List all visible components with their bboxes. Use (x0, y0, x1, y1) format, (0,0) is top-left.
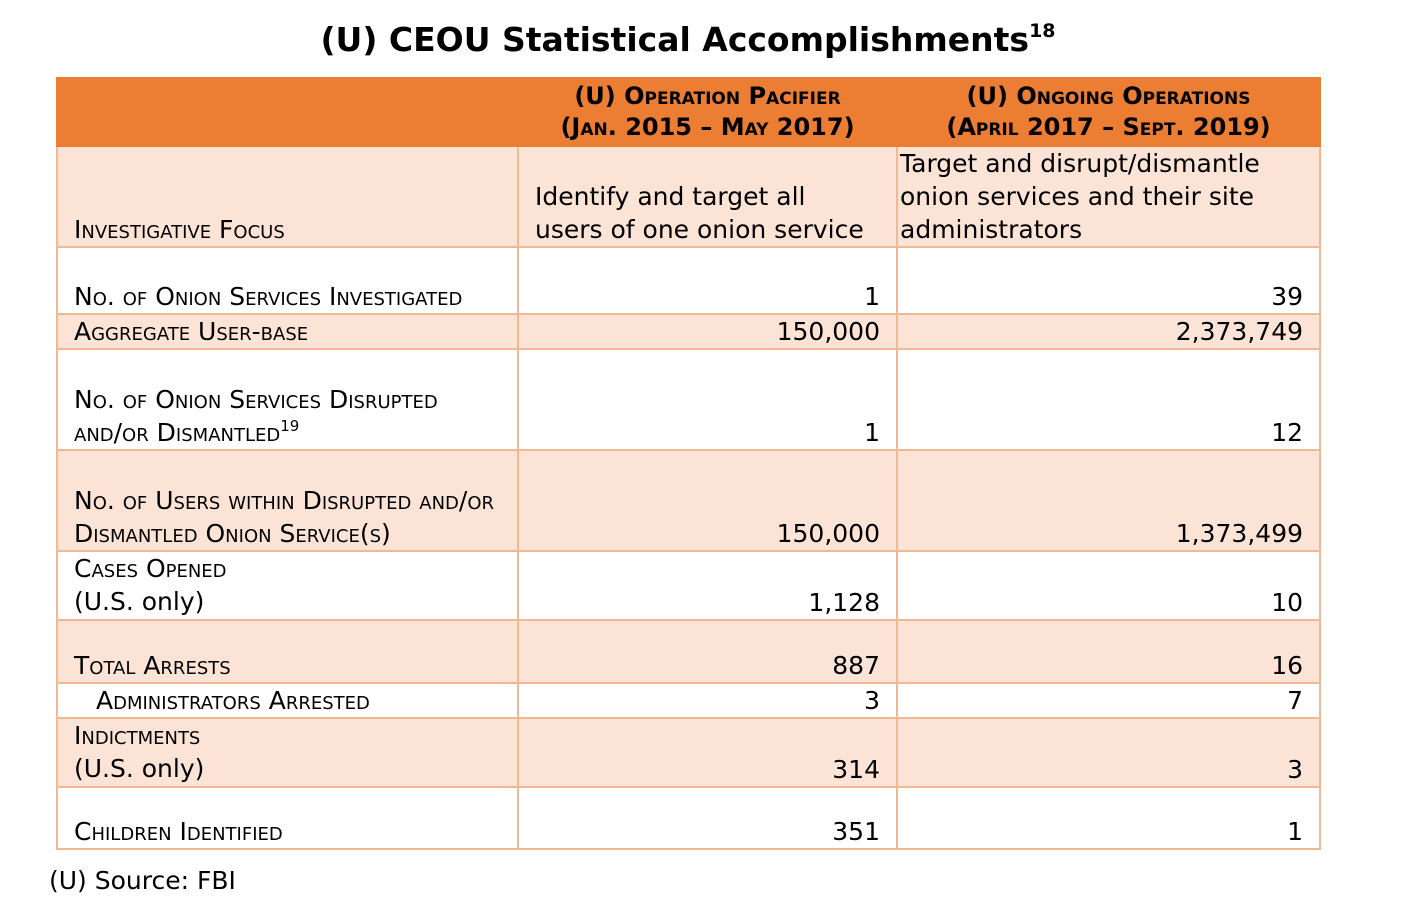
title-text: (U) CEOU Statistical Accomplishments (320, 20, 1030, 59)
row-qualifier: (U.S. only) (74, 754, 205, 783)
row-label: No. of Onion Services Disrupted and/or D… (56, 348, 519, 451)
ongoing-value: 16 (896, 619, 1321, 684)
row-footnote: 19 (280, 417, 300, 435)
pacifier-focus: Identify and target all users of one oni… (517, 145, 898, 248)
table-row: No. of Onion Services Disrupted and/or D… (56, 348, 1321, 451)
row-label: Administrators Arrested (56, 682, 519, 719)
table-row: Children Identified 351 1 (56, 786, 1321, 850)
table-row: Administrators Arrested 3 7 (56, 682, 1321, 719)
pacifier-value: 3 (517, 682, 898, 719)
table-row: Aggregate User-base 150,000 2,373,749 (56, 313, 1321, 350)
table-row: Cases Opened (U.S. only) 1,128 10 (56, 550, 1321, 621)
page-title: (U) CEOU Statistical Accomplishments18 (0, 16, 1376, 64)
row-label-text: No. of Onion Services Disrupted and/or D… (74, 385, 438, 447)
ongoing-value: 2,373,749 (896, 313, 1321, 350)
title-footnote: 18 (1029, 20, 1056, 42)
row-label-text: Cases Opened (74, 554, 227, 583)
ongoing-value: 1 (896, 786, 1321, 850)
pacifier-value: 1 (517, 348, 898, 451)
row-label-text: Indictments (74, 721, 201, 750)
table-row: Indictments (U.S. only) 314 3 (56, 717, 1321, 788)
table-row: Total Arrests 887 16 (56, 619, 1321, 684)
row-qualifier: (U.S. only) (74, 587, 205, 616)
pacifier-value: 351 (517, 786, 898, 850)
ongoing-value: 10 (896, 550, 1321, 621)
header-ongoing-line1: (U) Ongoing Operations (966, 82, 1251, 110)
header-empty-cell (56, 77, 519, 147)
ongoing-value: 1,373,499 (896, 449, 1321, 552)
pacifier-value: 887 (517, 619, 898, 684)
header-operation-pacifier: (U) Operation Pacifier (Jan. 2015 – May … (517, 77, 898, 147)
row-label: Investigative Focus (56, 145, 519, 248)
ongoing-value: 12 (896, 348, 1321, 451)
pacifier-value: 150,000 (517, 449, 898, 552)
ongoing-value: 39 (896, 246, 1321, 315)
row-label: Indictments (U.S. only) (56, 717, 519, 788)
ongoing-value: 3 (896, 717, 1321, 788)
table-row: No. of Users within Disrupted and/or Dis… (56, 449, 1321, 552)
row-label: No. of Users within Disrupted and/or Dis… (56, 449, 519, 552)
ongoing-focus: Target and disrupt/dismantle onion servi… (896, 145, 1321, 248)
row-label: Total Arrests (56, 619, 519, 684)
header-ongoing-line2: (April 2017 – Sept. 2019) (946, 113, 1271, 141)
statistics-table: (U) Operation Pacifier (Jan. 2015 – May … (56, 77, 1321, 850)
header-pacifier-line1: (U) Operation Pacifier (574, 82, 841, 110)
row-label: Aggregate User-base (56, 313, 519, 350)
table-row-investigative-focus: Investigative Focus Identify and target … (56, 145, 1321, 248)
row-label: Children Identified (56, 786, 519, 850)
header-ongoing-operations: (U) Ongoing Operations (April 2017 – Sep… (896, 77, 1321, 147)
pacifier-value: 150,000 (517, 313, 898, 350)
source-note: (U) Source: FBI (49, 866, 236, 895)
table-header-row: (U) Operation Pacifier (Jan. 2015 – May … (56, 77, 1321, 147)
row-label: Cases Opened (U.S. only) (56, 550, 519, 621)
row-label: No. of Onion Services Investigated (56, 246, 519, 315)
pacifier-value: 314 (517, 717, 898, 788)
table-row: No. of Onion Services Investigated 1 39 (56, 246, 1321, 315)
ongoing-value: 7 (896, 682, 1321, 719)
pacifier-value: 1,128 (517, 550, 898, 621)
pacifier-value: 1 (517, 246, 898, 315)
header-pacifier-line2: (Jan. 2015 – May 2017) (560, 113, 855, 141)
